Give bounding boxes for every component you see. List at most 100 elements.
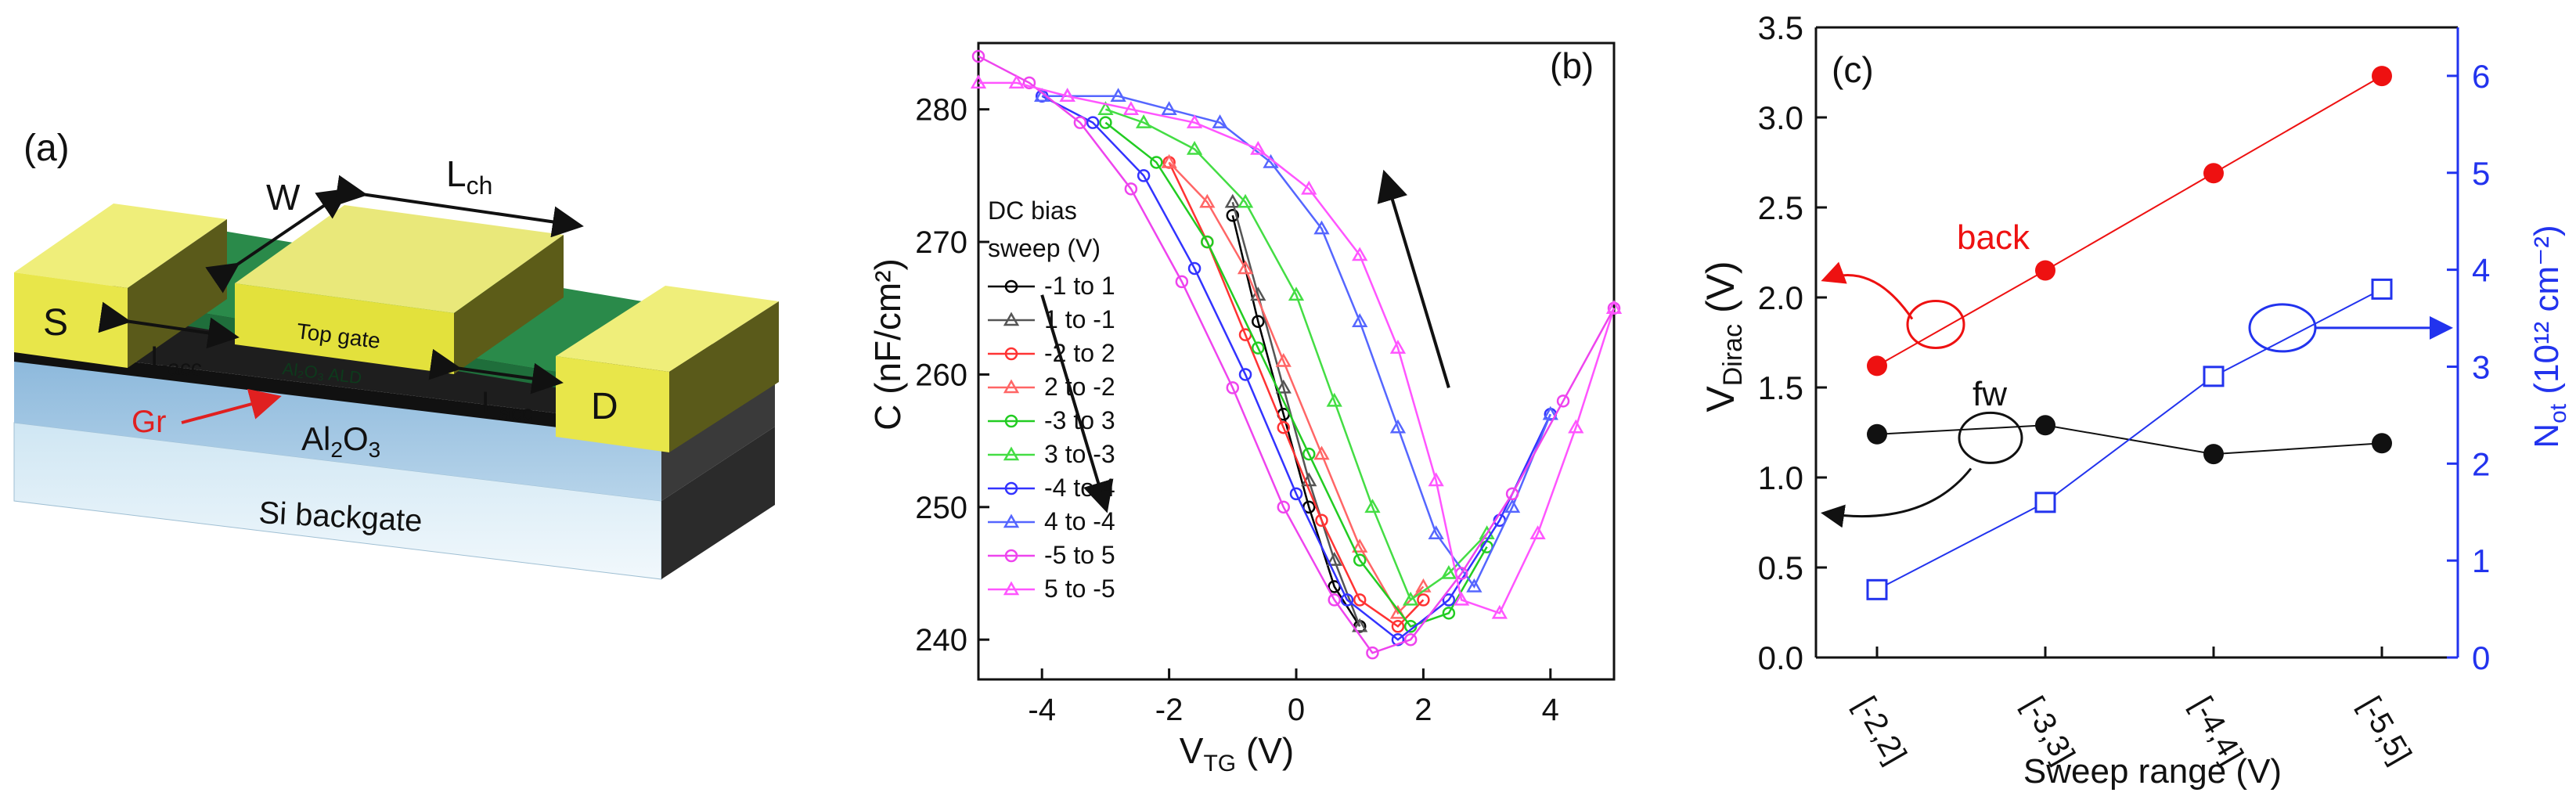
lacc-label-left: Lacc [150, 340, 202, 380]
cv-data-point [1428, 525, 1444, 539]
cv-data-point [1212, 114, 1228, 128]
vdirac-right-tick-label: 4 [2472, 252, 2490, 289]
cv-legend-marker [1003, 513, 1020, 528]
vdirac-right-tick-label: 0 [2472, 639, 2490, 676]
cv-data-point [1110, 88, 1126, 102]
cv-x-tick-label: 2 [1414, 693, 1432, 727]
vdirac-series-line [1876, 288, 2383, 591]
cv-legend-title: sweep (V) [988, 234, 1101, 262]
vdirac-right-tick-label: 2 [2472, 445, 2490, 482]
vdirac-left-tick-label: 1.5 [1758, 369, 1803, 406]
cv-x-tick-label: -4 [1028, 693, 1056, 727]
cv-legend-label: 4 to -4 [1044, 507, 1115, 535]
source-contact-top [14, 204, 227, 288]
vdirac-data-point [2034, 492, 2056, 513]
cv-data-point [1187, 261, 1202, 276]
cv-data-point [1237, 260, 1254, 275]
drain-contact-front [556, 356, 669, 452]
vdirac-left-tick-label: 2.0 [1758, 279, 1803, 316]
top-gate-front [235, 283, 454, 374]
cv-data-point [1275, 352, 1292, 367]
cv-data-point [1008, 74, 1025, 89]
vdirac-data-point [2203, 163, 2224, 184]
cv-legend-label: 1 to -1 [1044, 305, 1115, 333]
cv-legend-marker [1003, 312, 1020, 326]
cv-data-point [1315, 513, 1328, 527]
cv-legend-label: -3 to 3 [1044, 406, 1115, 434]
al2o3-layer-front [14, 360, 661, 501]
cv-data-point [970, 74, 987, 89]
cv-data-point [1403, 632, 1418, 647]
cv-data-point [1440, 564, 1457, 579]
cv-legend-label: 5 to -5 [1044, 575, 1115, 603]
vdirac-data-point [2035, 260, 2055, 281]
cv-data-point [1161, 101, 1177, 115]
w-arrow [205, 188, 350, 294]
vdirac-data-point [1866, 578, 1888, 600]
cv-data-point [1505, 487, 1519, 501]
cv-data-point [1252, 341, 1265, 355]
cv-data-point [1352, 618, 1368, 632]
vdirac-left-tick-label: 2.5 [1758, 189, 1803, 226]
vdirac-data-point [2203, 444, 2224, 465]
cv-data-point [1491, 604, 1508, 619]
cv-data-point [1340, 593, 1354, 607]
cv-series-line [1231, 201, 1361, 627]
cv-legend-label: -1 to 1 [1044, 272, 1115, 300]
cv-data-point [1289, 487, 1303, 501]
annotation-back: back [1957, 218, 2030, 257]
cv-data-point [1122, 101, 1140, 115]
cv-data-point [1301, 180, 1317, 195]
vdirac-right-tick-label: 6 [2472, 58, 2490, 95]
vdirac-data-point [2372, 433, 2392, 454]
annotation-fw: fw [1973, 375, 2007, 413]
cv-legend: DC bias sweep (V) -1 to 1 1 to -1 -2 to 2 2 t… [988, 196, 1115, 603]
cv-data-point [1186, 140, 1203, 155]
cv-data-point [1328, 593, 1341, 607]
cv-data-point [1302, 447, 1316, 461]
fw-series-arrow [1821, 467, 1973, 528]
cv-legend-marker [1003, 581, 1020, 596]
cv-data-point [1389, 340, 1407, 354]
cv-x-tick-label: 4 [1542, 693, 1559, 727]
cv-data-point [1568, 419, 1584, 434]
cv-data-point [1326, 392, 1342, 407]
vdirac-x-tick-label: [-5,5] [2352, 691, 2418, 770]
cv-series-line [1168, 161, 1425, 615]
vdirac-left-tick-label: 1.0 [1758, 459, 1803, 496]
cv-series-line [1042, 95, 1551, 589]
panel-b-label: (b) [1550, 45, 1594, 86]
panel-c-label: (c) [1832, 49, 1874, 90]
cv-legend-label: -4 to 4 [1044, 474, 1115, 502]
cv-data-point [1353, 553, 1367, 567]
cv-y-tick-label: 260 [915, 358, 967, 392]
vdirac-series-line [1876, 75, 2383, 367]
cv-data-point [1504, 499, 1521, 513]
top-gate-side [454, 235, 564, 374]
cv-legend-title: DC bias [988, 196, 1077, 225]
w-label: W [266, 177, 301, 218]
cv-data-point [1415, 578, 1432, 593]
cv-legend-marker [1004, 279, 1018, 294]
panel-a-label: (a) [23, 128, 70, 169]
lacc-label-right: Lacc [481, 386, 533, 425]
cv-data-point [1288, 286, 1305, 301]
back-series-arrow [1821, 261, 1914, 320]
cv-series-5_to_-5 [970, 74, 1623, 619]
cv-legend-label: -5 to 5 [1044, 541, 1115, 569]
cv-data-point [1277, 420, 1291, 434]
cv-legend-label: -2 to 2 [1044, 339, 1115, 367]
cv-data-point [1442, 607, 1456, 620]
source-label: S [43, 302, 68, 344]
cv-x-axis-label: VTG (V) [1180, 730, 1294, 776]
cv-y-tick-label: 240 [915, 623, 967, 657]
si-backgate-side [661, 427, 775, 579]
vdirac-left-tick-label: 0.5 [1758, 549, 1803, 586]
cv-x-tick-label: 0 [1288, 693, 1305, 727]
vdirac-series-N_ot [1866, 278, 2393, 600]
cv-data-point [1417, 593, 1430, 607]
cv-legend-marker [1004, 347, 1018, 361]
cv-data-point [1403, 591, 1419, 606]
cv-data-point [1556, 394, 1570, 408]
cv-series-4_to_-4 [1034, 88, 1558, 593]
